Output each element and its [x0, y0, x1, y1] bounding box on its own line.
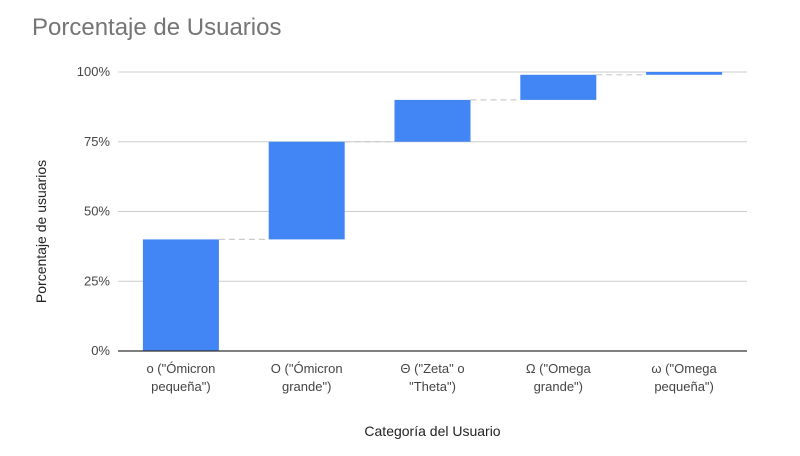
x-tick-label-line: grande")	[534, 379, 583, 394]
x-tick-label-line: Ω ("Omega	[526, 361, 592, 376]
y-tick-label: 100%	[77, 64, 111, 79]
x-tick-label-line: O ("Ómicron	[271, 361, 343, 376]
bars	[142, 72, 723, 351]
y-tick-label: 0%	[91, 343, 110, 358]
bar	[646, 72, 723, 75]
bar	[142, 239, 219, 351]
x-tick-label-line: o ("Ómicron	[146, 361, 215, 376]
x-tick-label-line: pequeña")	[151, 379, 211, 394]
y-axis-title: Porcentaje de usuarios	[33, 160, 49, 303]
x-axis-title: Categoría del Usuario	[364, 423, 500, 439]
y-tick-label: 25%	[84, 273, 110, 288]
y-tick-label: 75%	[84, 134, 110, 149]
x-tick-label-line: "Theta")	[409, 379, 456, 394]
x-tick-label-line: pequeña")	[654, 379, 714, 394]
x-tick-label: Θ ("Zeta" o "Theta")	[400, 361, 464, 394]
x-tick-label: o ("Ómicron pequeña")	[146, 361, 215, 394]
labels: 0% 25% 50% 75% 100% o ("Ómicron pequeña") O ("Ó…	[33, 64, 718, 439]
connector-lines	[218, 74, 647, 240]
bar	[520, 74, 597, 100]
chart-title: Porcentaje de Usuarios	[32, 14, 282, 41]
x-tick-label: O ("Ómicron grande")	[271, 361, 343, 394]
x-tick-label: ω ("Omega pequeña")	[651, 361, 717, 394]
bar	[268, 141, 345, 240]
bar	[394, 99, 471, 142]
y-tick-label: 50%	[84, 204, 110, 219]
x-tick-label-line: Θ ("Zeta" o	[400, 361, 464, 376]
x-tick-label: Ω ("Omega grande")	[526, 361, 592, 394]
x-tick-label-line: ω ("Omega	[651, 361, 717, 376]
x-tick-label-line: grande")	[282, 379, 331, 394]
